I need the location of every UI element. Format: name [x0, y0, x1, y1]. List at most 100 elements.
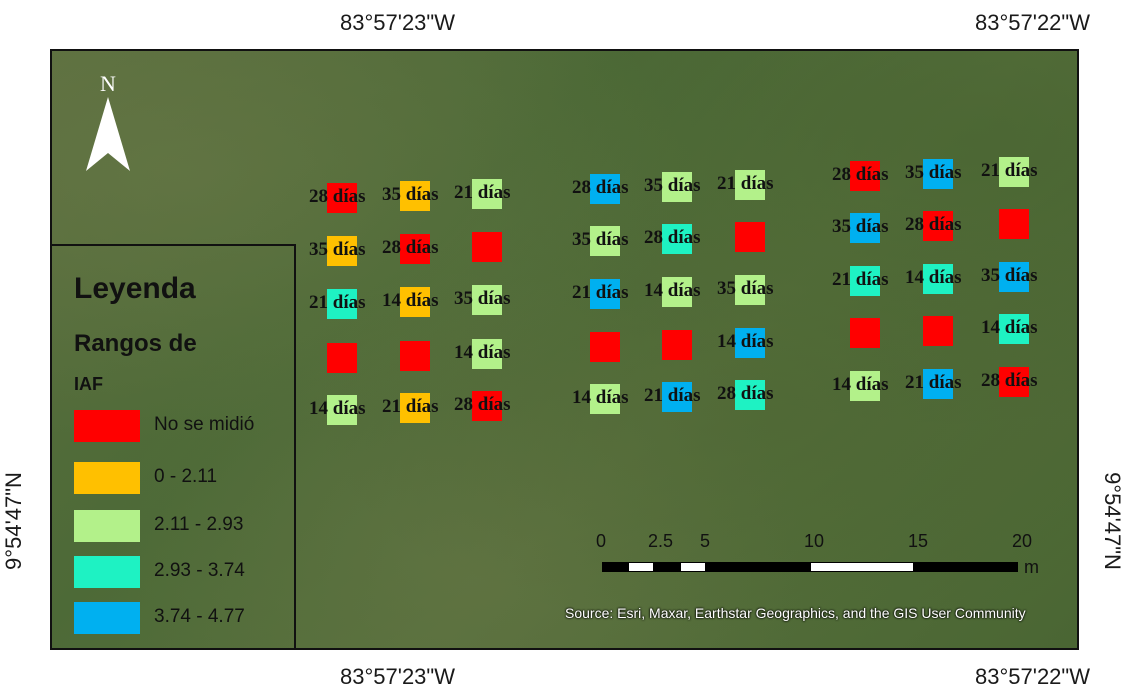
north-arrow: N	[82, 71, 142, 181]
scale-tick-label: 5	[700, 531, 711, 551]
plot-square	[923, 211, 953, 241]
plot-label: 28 días	[832, 164, 889, 185]
scale-unit: m	[1024, 557, 1039, 577]
legend-item: 2.11 - 2.93	[74, 510, 284, 542]
legend-swatch	[74, 602, 140, 634]
north-label: N	[100, 71, 116, 96]
plot-square	[327, 289, 357, 319]
plot-label: 35 días	[905, 162, 962, 183]
plot-square	[999, 367, 1029, 397]
plot-square	[590, 384, 620, 414]
plot-square	[850, 318, 880, 348]
plot-square	[327, 395, 357, 425]
plot-square	[923, 159, 953, 189]
plot-label: 14 días	[309, 398, 366, 419]
plot-square	[590, 174, 620, 204]
plot-square	[850, 266, 880, 296]
plot-square	[472, 339, 502, 369]
source-attribution: Source: Esri, Maxar, Earthstar Geographi…	[565, 605, 1026, 621]
plot-label: 21 días	[832, 269, 889, 290]
plot-square	[662, 224, 692, 254]
legend-swatch	[74, 410, 140, 442]
legend-item: 0 - 2.11	[74, 462, 284, 494]
scale-bar-segment	[680, 562, 706, 572]
legend-item: No se midió	[74, 410, 284, 442]
plot-label: 14 días	[905, 267, 962, 288]
plot-square	[923, 316, 953, 346]
plot-square	[662, 277, 692, 307]
legend-label: 2.11 - 2.93	[154, 514, 244, 535]
map-frame[interactable]: N 28 días 35 días 21 días 35 días 28 días 21 …	[50, 49, 1079, 650]
plot-label: 28 días	[644, 227, 701, 248]
plot-label: 28 días	[454, 394, 511, 415]
plot-label: 14 días	[382, 290, 439, 311]
plot-square	[999, 262, 1029, 292]
legend-field: IAF	[74, 374, 103, 394]
plot-label: 28 días	[981, 370, 1038, 391]
legend-swatch	[74, 462, 140, 494]
scale-tick-label: 0	[596, 531, 607, 551]
plot-label: 14 días	[572, 387, 629, 408]
plot-label: 21 días	[717, 173, 774, 194]
plot-square	[735, 222, 765, 252]
plot-label: 14 días	[981, 317, 1038, 338]
plot-label: 35 días	[454, 288, 511, 309]
legend-label: 0 - 2.11	[154, 466, 218, 487]
plot-label: 28 días	[717, 383, 774, 404]
plot-label: 35 días	[717, 278, 774, 299]
plot-label: 21 días	[309, 292, 366, 313]
top-left-coordinate: 83°57'23"W	[340, 10, 455, 35]
plot-label: 28 días	[905, 214, 962, 235]
plot-square	[590, 332, 620, 362]
plot-label: 21 días	[382, 396, 439, 417]
plot-square	[923, 369, 953, 399]
bottom-right-coordinate: 83°57'22"W	[975, 664, 1090, 689]
right-coordinate: 9°54'47"N	[1099, 472, 1125, 570]
legend-item: 3.74 - 4.77	[74, 602, 284, 634]
plot-label: 28 días	[572, 177, 629, 198]
plot-square	[472, 391, 502, 421]
plot-square	[999, 209, 1029, 239]
plot-label: 21 días	[981, 160, 1038, 181]
legend-label: 2.93 - 3.74	[154, 560, 245, 581]
plot-label: 35 días	[572, 229, 629, 250]
plot-label: 14 días	[644, 280, 701, 301]
legend-subtitle: Rangos de	[74, 330, 197, 357]
legend-title: Leyenda	[74, 272, 196, 305]
scale-bar-segment	[628, 562, 654, 572]
legend-swatch	[74, 510, 140, 542]
plot-square	[400, 393, 430, 423]
scale-bar: 0 2.5 5 10 15 20 m	[596, 531, 1062, 591]
plot-square	[400, 341, 430, 371]
plot-square	[327, 236, 357, 266]
left-coordinate: 9°54'47"N	[0, 472, 26, 570]
plot-square	[472, 179, 502, 209]
scale-bar-segment	[914, 562, 1018, 572]
scale-bar-segment	[654, 562, 680, 572]
plot-square	[735, 380, 765, 410]
plot-square	[472, 232, 502, 262]
legend-item: 2.93 - 3.74	[74, 556, 284, 588]
plot-square	[999, 314, 1029, 344]
plot-label: 35 días	[309, 239, 366, 260]
plot-square	[662, 172, 692, 202]
plot-square	[850, 161, 880, 191]
plot-square	[400, 287, 430, 317]
plot-label: 35 días	[981, 265, 1038, 286]
scale-tick-label: 2.5	[648, 531, 674, 551]
plot-square	[327, 343, 357, 373]
plot-square	[923, 264, 953, 294]
plot-label: 35 días	[644, 175, 701, 196]
plot-square	[327, 183, 357, 213]
plot-square	[850, 213, 880, 243]
plot-label: 21 días	[905, 372, 962, 393]
plot-square	[999, 157, 1029, 187]
plot-square	[850, 371, 880, 401]
legend-panel: Leyenda Rangos de IAF No se midió 0 - 2.1…	[52, 244, 296, 648]
top-right-coordinate: 83°57'22"W	[975, 10, 1090, 35]
plot-label: 21 días	[644, 385, 701, 406]
plot-label: 14 días	[832, 374, 889, 395]
legend-swatch	[74, 556, 140, 588]
plot-square	[400, 234, 430, 264]
plot-label: 14 días	[454, 342, 511, 363]
